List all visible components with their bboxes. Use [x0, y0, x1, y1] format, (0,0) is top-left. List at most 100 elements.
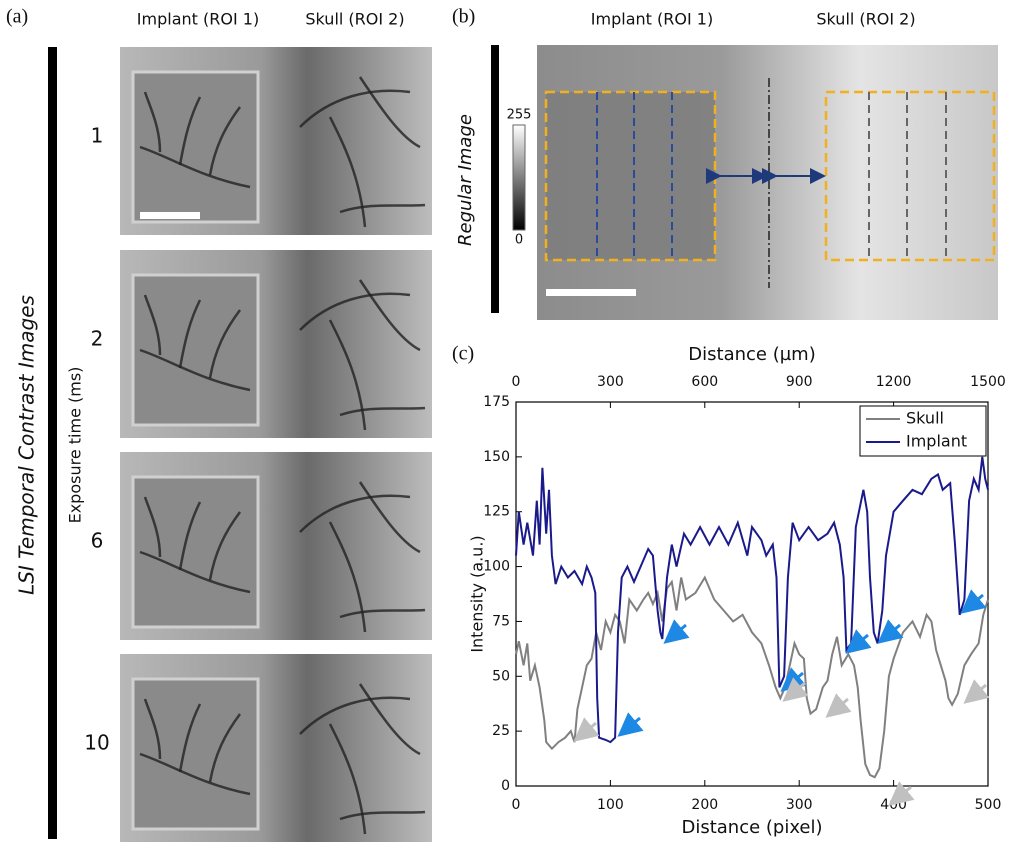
annotation-arrow — [877, 619, 904, 644]
x-tick-label: 400 — [880, 797, 907, 813]
vessel — [328, 319, 367, 431]
panel-label: (c) — [452, 343, 474, 365]
colorbar — [512, 124, 526, 231]
y-tick-label: 100 — [483, 559, 510, 575]
y-axis-title: Intensity (a.u.) — [468, 535, 487, 652]
y-tick-label: 150 — [483, 449, 510, 465]
data-line — [515, 456, 989, 744]
side-title: Regular Image — [455, 114, 476, 246]
roi-label: Skull (ROI 2) — [816, 10, 915, 29]
x-tick-label: 100 — [597, 797, 624, 813]
colorbar-label: 255 — [507, 108, 532, 123]
annotation-arrow — [573, 717, 600, 742]
vessel — [358, 76, 421, 149]
annotation-arrow — [960, 589, 987, 614]
x2-axis-title: Distance (µm) — [688, 344, 815, 365]
side-title: LSI Temporal Contrast Images — [15, 295, 39, 595]
exposure-label: 2 — [91, 327, 104, 351]
vessel — [139, 145, 251, 189]
roi-box — [824, 90, 996, 262]
scale-bar — [140, 212, 200, 219]
vessel — [178, 96, 202, 166]
lsi-image — [120, 250, 432, 438]
vessel — [178, 299, 202, 369]
vessel — [299, 494, 411, 533]
legend-box — [859, 405, 987, 457]
vessel — [339, 608, 426, 619]
annotation-arrow — [845, 629, 872, 654]
y-tick-label: 175 — [483, 394, 510, 410]
x2-tick-label: 300 — [597, 374, 624, 390]
legend-label: Skull — [906, 409, 944, 428]
implant-window — [131, 475, 260, 629]
vessel — [328, 521, 367, 633]
annotation-arrow — [825, 693, 852, 718]
panel-a: (a) Implant (ROI 1) Skull (ROI 2) LSI Te… — [6, 6, 405, 839]
profile-lines — [596, 92, 947, 260]
vessel — [143, 294, 162, 356]
x2-tick-label: 1200 — [876, 374, 912, 390]
lsi-image — [120, 452, 432, 640]
panel-label: (b) — [452, 6, 475, 28]
vessel — [328, 723, 367, 835]
side-bar — [491, 45, 499, 313]
annotation-arrow — [663, 619, 690, 644]
vessel — [208, 309, 242, 379]
implant-window — [131, 677, 260, 831]
data-line — [515, 575, 989, 779]
vessel — [358, 279, 421, 352]
vessel — [208, 713, 242, 783]
vessel — [208, 511, 242, 581]
vessel — [328, 116, 367, 228]
x-tick-label: 200 — [691, 797, 718, 813]
y-tick-label: 50 — [492, 668, 510, 684]
exposure-label: 6 — [91, 529, 104, 553]
roi-label: Skull (ROI 2) — [305, 10, 404, 29]
vessel — [299, 292, 411, 331]
x2-tick-label: 600 — [691, 374, 718, 390]
x2-tick-label: 900 — [786, 374, 813, 390]
lsi-image — [120, 654, 432, 842]
annotation-arrow — [888, 781, 915, 806]
vessel — [358, 481, 421, 554]
plot-frame — [515, 401, 989, 787]
vessel — [143, 91, 162, 153]
vessel — [208, 106, 242, 176]
implant-window — [131, 70, 260, 224]
exposure-label: 10 — [84, 731, 109, 755]
vessel — [299, 89, 411, 128]
x-tick-label: 300 — [786, 797, 813, 813]
annotation-arrow — [963, 679, 990, 704]
x2-tick-label: 0 — [512, 374, 521, 390]
x-tick-label: 500 — [975, 797, 1002, 813]
y-tick-label: 25 — [492, 723, 510, 739]
x-tick-label: 0 — [512, 797, 521, 813]
vessel — [339, 406, 426, 417]
vessel — [299, 696, 411, 735]
vessel — [339, 203, 426, 214]
y-tick-label: 0 — [501, 778, 510, 794]
annotation-arrow — [617, 712, 644, 737]
vessel — [139, 348, 251, 392]
y-tick-label: 125 — [483, 504, 510, 520]
roi-label: Implant (ROI 1) — [137, 10, 259, 29]
vessel — [143, 496, 162, 558]
panel-b: (b) Implant (ROI 1) Skull (ROI 2) Regula… — [452, 6, 998, 320]
scale-bar — [546, 289, 636, 296]
implant-window — [131, 273, 260, 427]
side-bar — [48, 47, 57, 839]
vessel — [178, 501, 202, 571]
implant-window — [546, 92, 715, 260]
x2-tick-label: 1500 — [970, 374, 1006, 390]
vessel — [339, 810, 426, 821]
vessel — [143, 698, 162, 760]
lsi-image — [120, 47, 432, 235]
panel-label: (a) — [6, 6, 28, 28]
annotation-arrow — [782, 677, 809, 702]
vessel — [178, 703, 202, 773]
vessel — [139, 550, 251, 594]
x-axis-title: Distance (pixel) — [681, 817, 822, 838]
y-tick-label: 75 — [492, 613, 510, 629]
exposure-label: 1 — [91, 124, 104, 148]
